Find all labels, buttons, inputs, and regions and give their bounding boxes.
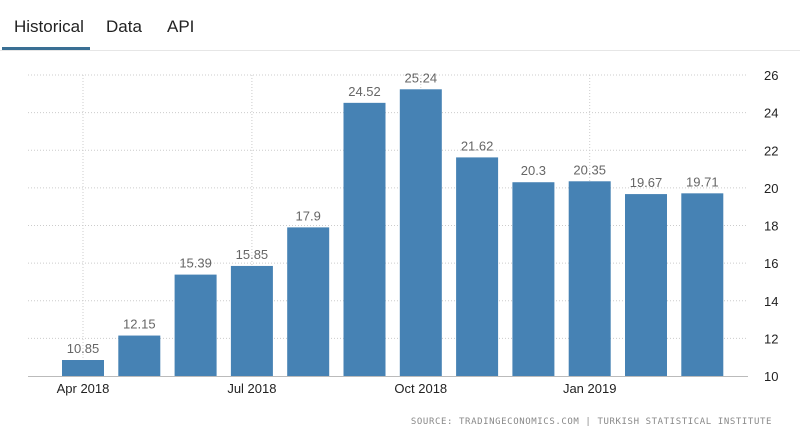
- active-tab-indicator: [2, 47, 90, 50]
- y-tick-label: 16: [764, 256, 778, 271]
- bar-value-label: 24.52: [348, 84, 381, 99]
- bar: [512, 182, 555, 376]
- bar: [174, 274, 217, 376]
- bar-value-label: 10.85: [67, 341, 100, 356]
- bar-value-label: 15.85: [236, 247, 269, 262]
- bar-value-label: 19.67: [630, 175, 663, 190]
- bar: [625, 194, 667, 376]
- y-tick-label: 24: [764, 106, 778, 121]
- bar-value-label: 25.24: [405, 70, 438, 85]
- x-tick-label: Apr 2018: [57, 381, 110, 396]
- y-tick-label: 14: [764, 294, 778, 309]
- bar-value-label: 20.3: [521, 163, 546, 178]
- bar: [62, 360, 104, 376]
- source-note: SOURCE: TRADINGECONOMICS.COM | TURKISH S…: [410, 417, 772, 427]
- x-tick-label: Oct 2018: [394, 381, 447, 396]
- tab-data[interactable]: Data: [106, 17, 142, 36]
- y-tick-label: 22: [764, 143, 778, 158]
- bar: [399, 89, 442, 377]
- tab-bar: Historical Data API: [0, 0, 800, 51]
- bar-value-label: 20.35: [573, 162, 606, 177]
- y-tick-label: 12: [764, 331, 778, 346]
- y-tick-label: 10: [764, 369, 778, 384]
- bar: [343, 102, 386, 376]
- y-tick-label: 18: [764, 219, 778, 234]
- bar-value-label: 21.62: [461, 138, 494, 153]
- tab-api[interactable]: API: [167, 17, 195, 36]
- bar-value-label: 12.15: [123, 317, 156, 332]
- bar: [118, 335, 161, 376]
- bar: [568, 181, 611, 376]
- x-tick-label: Jan 2019: [563, 381, 617, 396]
- bar: [230, 265, 273, 376]
- bar: [456, 157, 499, 376]
- tab-historical[interactable]: Historical: [14, 17, 84, 36]
- y-tick-label: 26: [764, 68, 778, 83]
- x-tick-label: Jul 2018: [227, 381, 276, 396]
- bar: [287, 227, 330, 376]
- bar-value-label: 19.71: [686, 174, 719, 189]
- bar-value-label: 17.9: [296, 208, 321, 223]
- y-tick-label: 20: [764, 181, 778, 196]
- bar-value-label: 15.39: [179, 256, 212, 271]
- bar: [681, 193, 724, 376]
